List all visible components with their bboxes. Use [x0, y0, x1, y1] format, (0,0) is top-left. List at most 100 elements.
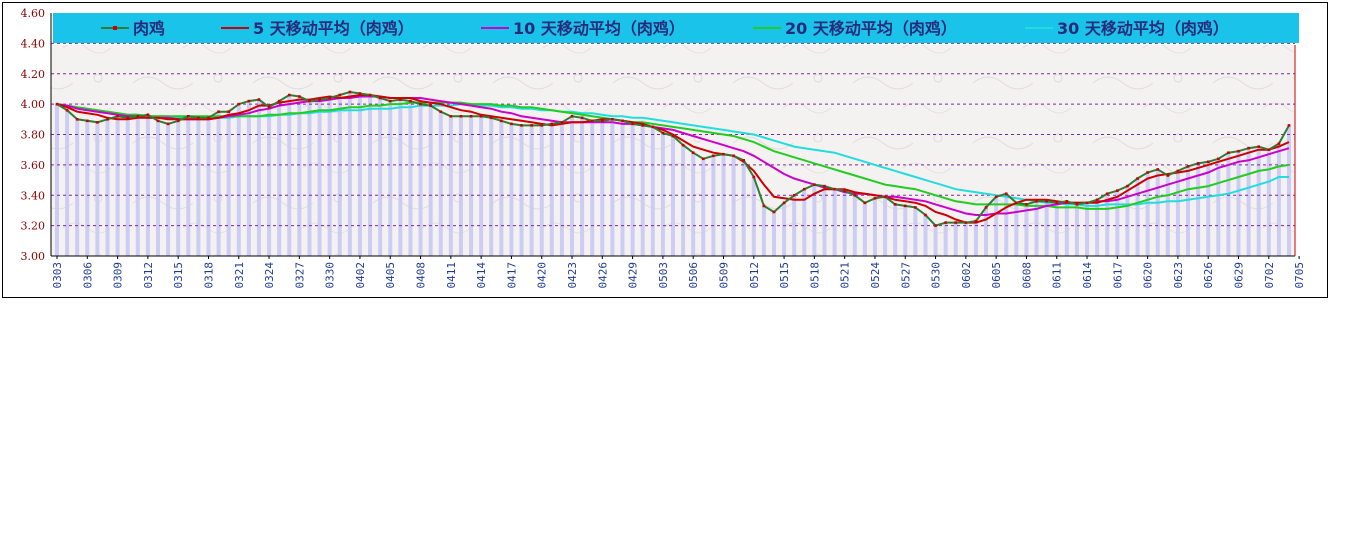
series-point — [802, 187, 806, 191]
x-tick-label: 0614 — [1081, 262, 1094, 289]
series-point — [166, 122, 170, 126]
series-point — [146, 113, 150, 117]
backdrop-bar — [196, 117, 201, 256]
backdrop-bar — [1064, 201, 1069, 256]
chart-frame: 3.00 3.20 3.40 3.60 3.80 4.00 4.20 4.40 4.60 030… — [2, 2, 1328, 298]
x-tick-label: 0623 — [1172, 262, 1185, 289]
series-point — [176, 119, 180, 123]
backdrop-bar — [711, 155, 716, 256]
x-tick-label: 0702 — [1263, 262, 1276, 289]
backdrop-bar — [681, 145, 686, 256]
x-tick-label: 0605 — [990, 262, 1003, 289]
backdrop-bar — [1024, 204, 1029, 256]
series-point — [489, 116, 493, 120]
backdrop-bar — [630, 123, 635, 257]
series-point — [914, 206, 917, 209]
backdrop-bar — [1105, 193, 1110, 256]
legend-entry: 肉鸡 — [133, 19, 165, 38]
backdrop-bar — [297, 96, 302, 256]
backdrop-bar — [1074, 204, 1079, 256]
backdrop-bar — [357, 93, 362, 257]
series-point — [681, 143, 685, 147]
backdrop-bar — [984, 207, 989, 256]
series-point — [1277, 142, 1281, 145]
backdrop-bar — [741, 160, 746, 256]
series-point — [277, 99, 281, 103]
backdrop-bar — [1115, 190, 1120, 256]
series-point — [1095, 198, 1099, 202]
backdrop-bar — [832, 189, 837, 256]
series-point — [1035, 200, 1038, 203]
backdrop-bar — [408, 101, 413, 257]
backdrop-bar — [509, 123, 514, 257]
series-point — [1004, 192, 1008, 196]
series-point — [722, 152, 725, 156]
backdrop-bar — [761, 205, 766, 256]
x-tick-label: 0411 — [445, 262, 458, 289]
x-tick-label: 0327 — [293, 262, 306, 289]
backdrop-bar — [317, 99, 322, 256]
legend-entry: 30 天移动平均（肉鸡） — [1057, 19, 1229, 38]
y-axis-ticks: 3.00 3.20 3.40 3.60 3.80 4.00 4.20 4.40 4.60 — [21, 7, 46, 263]
backdrop-bar — [55, 104, 59, 256]
series-point — [409, 99, 412, 103]
backdrop-bar — [812, 184, 817, 256]
series-point — [1075, 203, 1079, 206]
x-tick-label: 0426 — [596, 262, 609, 289]
backdrop-bar — [913, 207, 918, 256]
backdrop-bar — [852, 195, 857, 256]
x-tick-label: 0312 — [142, 262, 155, 289]
series-point — [994, 195, 998, 199]
x-tick-label: 0602 — [960, 262, 973, 289]
x-tick-label: 0518 — [808, 262, 821, 289]
backdrop-bar — [1155, 169, 1160, 256]
series-point — [792, 193, 796, 197]
backdrop-bar — [85, 120, 90, 256]
backdrop-bar — [963, 222, 968, 256]
series-point — [338, 93, 342, 97]
backdrop-bar — [1276, 143, 1281, 256]
series-point — [106, 118, 109, 121]
series-point — [732, 154, 735, 158]
series-point — [358, 92, 362, 95]
series-point — [651, 125, 655, 129]
series-point — [1146, 171, 1149, 174]
backdrop-bar — [1175, 170, 1180, 256]
backdrop-bar — [1034, 201, 1039, 256]
backdrop-bar — [802, 189, 807, 256]
x-tick-label: 0629 — [1233, 262, 1246, 289]
backdrop-bar — [650, 126, 655, 256]
series-point — [1136, 177, 1139, 180]
series-point — [782, 201, 786, 205]
series-point — [641, 124, 645, 127]
x-tick-label: 0402 — [354, 262, 367, 289]
backdrop-bar — [428, 105, 433, 256]
backdrop-bar — [862, 202, 867, 256]
series-point — [378, 96, 382, 100]
backdrop-bar — [1014, 202, 1019, 256]
series-point — [348, 90, 352, 94]
backdrop-bar — [469, 116, 474, 257]
backdrop-bar — [1095, 199, 1100, 256]
legend-marker — [113, 26, 117, 30]
backdrop-bar — [539, 125, 544, 256]
series-point — [540, 124, 544, 127]
backdrop-bar — [883, 196, 888, 256]
x-tick-label: 0408 — [415, 262, 428, 289]
backdrop-bar — [771, 211, 776, 256]
series-point — [1247, 146, 1250, 150]
axes — [50, 13, 1296, 257]
series-point — [399, 98, 402, 101]
x-tick-label: 0309 — [112, 262, 125, 289]
backdrop-bar — [115, 116, 120, 257]
series-point — [479, 114, 483, 118]
series-point — [1156, 168, 1160, 171]
backdrop-bar — [277, 101, 282, 257]
series-point — [1196, 162, 1200, 165]
series-point — [823, 184, 826, 188]
backdrop-bar — [1004, 193, 1009, 256]
series-lines — [55, 90, 1291, 227]
backdrop-bar — [792, 195, 797, 256]
series-point — [621, 119, 624, 123]
series-point — [298, 95, 301, 98]
